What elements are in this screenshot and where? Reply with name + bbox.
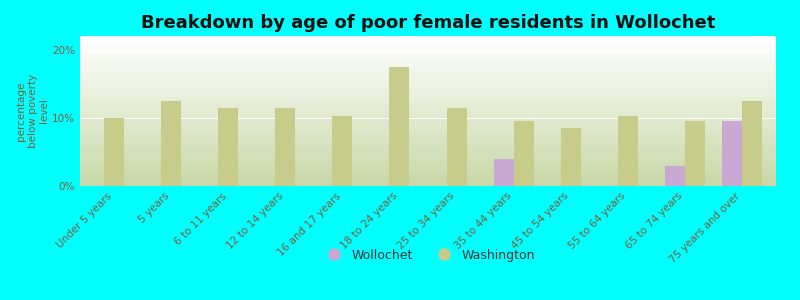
Bar bbox=[275, 108, 295, 186]
Legend: Wollochet, Washington: Wollochet, Washington bbox=[316, 244, 540, 267]
Bar bbox=[561, 128, 581, 186]
Bar bbox=[218, 108, 238, 186]
Title: Breakdown by age of poor female residents in Wollochet: Breakdown by age of poor female resident… bbox=[141, 14, 715, 32]
Bar bbox=[665, 166, 685, 186]
Bar bbox=[446, 108, 466, 186]
Bar bbox=[162, 101, 182, 186]
Bar bbox=[722, 121, 742, 186]
Bar bbox=[390, 67, 410, 186]
Bar bbox=[618, 116, 638, 186]
Bar bbox=[685, 121, 705, 186]
Bar bbox=[742, 101, 762, 186]
Bar bbox=[104, 118, 124, 186]
Y-axis label: percentage
below poverty
level: percentage below poverty level bbox=[16, 74, 50, 148]
Bar bbox=[494, 159, 514, 186]
Bar bbox=[333, 116, 353, 186]
Bar bbox=[514, 121, 534, 186]
